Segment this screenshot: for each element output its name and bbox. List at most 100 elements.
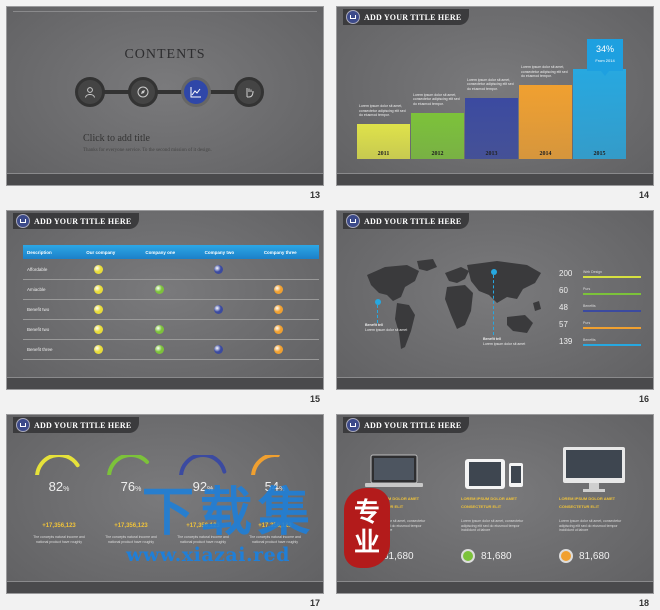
device-title: LOREM IPSUM DOLOR AMET CONSECTETUR ELIT bbox=[559, 496, 616, 509]
slide-header: ADD YOUR TITLE HERE bbox=[13, 417, 139, 433]
slide-header: ADD YOUR TITLE HERE bbox=[343, 213, 469, 229]
slide-17[interactable]: ADD YOUR TITLE HERE 82% +17,356,123 The co… bbox=[6, 414, 324, 594]
gauge-number: 82 bbox=[48, 479, 64, 494]
gauge-amount: +17,356,123 bbox=[42, 523, 76, 529]
hand-icon bbox=[234, 77, 264, 107]
callout-percent: 34% bbox=[595, 44, 614, 54]
header-title: ADD YOUR TITLE HERE bbox=[364, 420, 462, 430]
stat-label: Benefits bbox=[583, 304, 596, 308]
stat-bar bbox=[583, 310, 641, 312]
map-pin-asia[interactable] bbox=[491, 269, 497, 275]
callout-pointer bbox=[601, 71, 609, 76]
slide-number-15: 15 bbox=[310, 394, 321, 404]
bar-2011: 2011 bbox=[357, 124, 410, 159]
click-to-add-title[interactable]: Click to add title bbox=[83, 133, 150, 144]
check-dot-icon bbox=[94, 265, 103, 274]
gauge-description: The concepts natural income and national… bbox=[177, 535, 229, 544]
watermark-url: www.xiazai.red bbox=[126, 544, 290, 566]
gauge-fill bbox=[107, 455, 150, 475]
gauge-number: 54 bbox=[264, 479, 280, 494]
pin-text: Lorem ipsum dolor sit amet bbox=[483, 341, 526, 346]
bar-2012: 2012 bbox=[411, 112, 464, 159]
contents-title: CONTENTS bbox=[124, 47, 206, 62]
stat-value: 48 bbox=[559, 303, 568, 312]
row-label: Amiacble bbox=[27, 287, 46, 292]
pin-text: Lorem ipsum dolor sit amet bbox=[365, 327, 408, 332]
check-dot-icon bbox=[94, 305, 103, 314]
slide-16[interactable]: ADD YOUR TITLE HERE Benefit tell Lorem ip… bbox=[336, 210, 654, 390]
gauge-description: The concepts natural income and national… bbox=[105, 535, 157, 544]
stat-bar bbox=[583, 327, 641, 329]
table-row: Affordable bbox=[23, 260, 319, 280]
header-badge-icon bbox=[16, 214, 30, 228]
table-row: Benefit two bbox=[23, 300, 319, 320]
divider bbox=[13, 11, 317, 12]
header-title: ADD YOUR TITLE HERE bbox=[364, 12, 462, 22]
table-row: Benefit two bbox=[23, 320, 319, 340]
gauge-value: 54% bbox=[245, 479, 305, 494]
slide-14[interactable]: ADD YOUR TITLE HERE 2011 Lorem ipsum dolo… bbox=[336, 6, 654, 186]
user-circle-icon bbox=[461, 549, 475, 563]
map-pin-line bbox=[493, 275, 494, 335]
gauge-arc bbox=[35, 455, 80, 475]
bar-description: Lorem ipsum dolor sit amet, consectetur … bbox=[467, 77, 514, 91]
map-pin-americas[interactable] bbox=[375, 299, 381, 305]
device-stat: 81,680 bbox=[481, 551, 512, 562]
check-dot-icon bbox=[274, 345, 283, 354]
stat-value: 200 bbox=[559, 269, 573, 278]
bar-description: Lorem ipsum dolor sit amet, consectetur … bbox=[521, 65, 568, 79]
stat-bar bbox=[583, 293, 641, 295]
callout-from: From 2014 bbox=[595, 58, 615, 63]
seal-char-2: 业 bbox=[353, 528, 380, 558]
device-stat: 81,680 bbox=[579, 551, 610, 562]
bar-description: Lorem ipsum dolor sit amet, consectetur … bbox=[413, 92, 460, 106]
stat-value: 60 bbox=[559, 286, 568, 295]
check-dot-icon bbox=[94, 285, 103, 294]
gauge-unit: % bbox=[135, 486, 142, 493]
stat-bar bbox=[583, 276, 641, 278]
header-badge-icon bbox=[346, 418, 360, 432]
gauge-description: The concepts natural income and national… bbox=[33, 535, 85, 544]
bottom-bar bbox=[337, 173, 653, 185]
header-badge-icon bbox=[346, 214, 360, 228]
stat-bar bbox=[583, 344, 641, 346]
slide-number-18: 18 bbox=[639, 598, 650, 608]
slide-number-14: 14 bbox=[639, 190, 650, 200]
gauge-amount: +17,356,123 bbox=[114, 523, 148, 529]
slide-13[interactable]: CONTENTS Click to add title Thanks for e… bbox=[6, 6, 324, 186]
check-dot-icon bbox=[94, 345, 103, 354]
gauge-arc bbox=[251, 455, 280, 475]
table-row: Amiacble bbox=[23, 280, 319, 300]
pin-title: Benefit tell bbox=[483, 337, 501, 341]
row-label: Benefit two bbox=[27, 307, 50, 312]
gauge-number: 92 bbox=[192, 479, 208, 494]
stat-label: Web Design bbox=[583, 270, 603, 274]
slide-15[interactable]: ADD YOUR TITLE HERE Description Our comp… bbox=[6, 210, 324, 390]
table-row: Benefit three bbox=[23, 340, 319, 360]
check-dot-icon bbox=[94, 325, 103, 334]
user-icon bbox=[75, 77, 105, 107]
row-label: Benefit three bbox=[27, 347, 53, 352]
stat-label: Benefits bbox=[583, 338, 596, 342]
check-dot-icon bbox=[155, 285, 164, 294]
slide-number-16: 16 bbox=[639, 394, 650, 404]
monitor-icon bbox=[563, 447, 625, 492]
gauge-number: 76 bbox=[120, 479, 136, 494]
slide-header: ADD YOUR TITLE HERE bbox=[343, 9, 469, 25]
col-our-company: Our company bbox=[86, 249, 116, 255]
slide-number-13: 13 bbox=[310, 190, 321, 200]
col-company-one: Company one bbox=[145, 249, 176, 255]
row-label: Affordable bbox=[27, 267, 48, 272]
bar-year-label: 2015 bbox=[593, 151, 606, 157]
connector-line bbox=[89, 90, 251, 94]
gauge-value: 92% bbox=[173, 479, 233, 494]
seal-char-1: 专 bbox=[353, 498, 380, 528]
gauge-fill bbox=[35, 455, 80, 475]
gauge-fill bbox=[251, 455, 280, 475]
slide-header: ADD YOUR TITLE HERE bbox=[13, 213, 139, 229]
device-body: Lorem ipsum dolor sit amet, consectetur … bbox=[559, 519, 622, 532]
bottom-bar bbox=[337, 377, 653, 389]
device-body: Lorem ipsum dolor sit amet, consectetur … bbox=[461, 519, 524, 532]
header-title: ADD YOUR TITLE HERE bbox=[34, 216, 132, 226]
stat-label: Purs bbox=[583, 287, 591, 291]
